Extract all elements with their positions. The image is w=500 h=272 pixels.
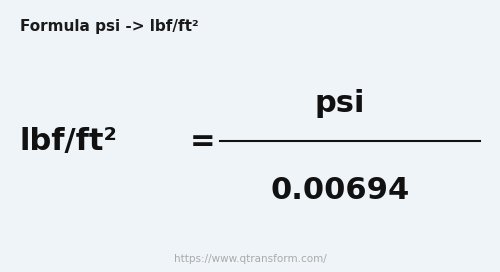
Text: 0.00694: 0.00694 [270, 176, 409, 205]
Text: Formula psi -> lbf/ft²: Formula psi -> lbf/ft² [20, 19, 199, 34]
Text: =: = [190, 127, 215, 156]
Text: psi: psi [315, 89, 365, 118]
Text: https://www.qtransform.com/: https://www.qtransform.com/ [174, 254, 326, 264]
Text: lbf/ft²: lbf/ft² [20, 127, 118, 156]
